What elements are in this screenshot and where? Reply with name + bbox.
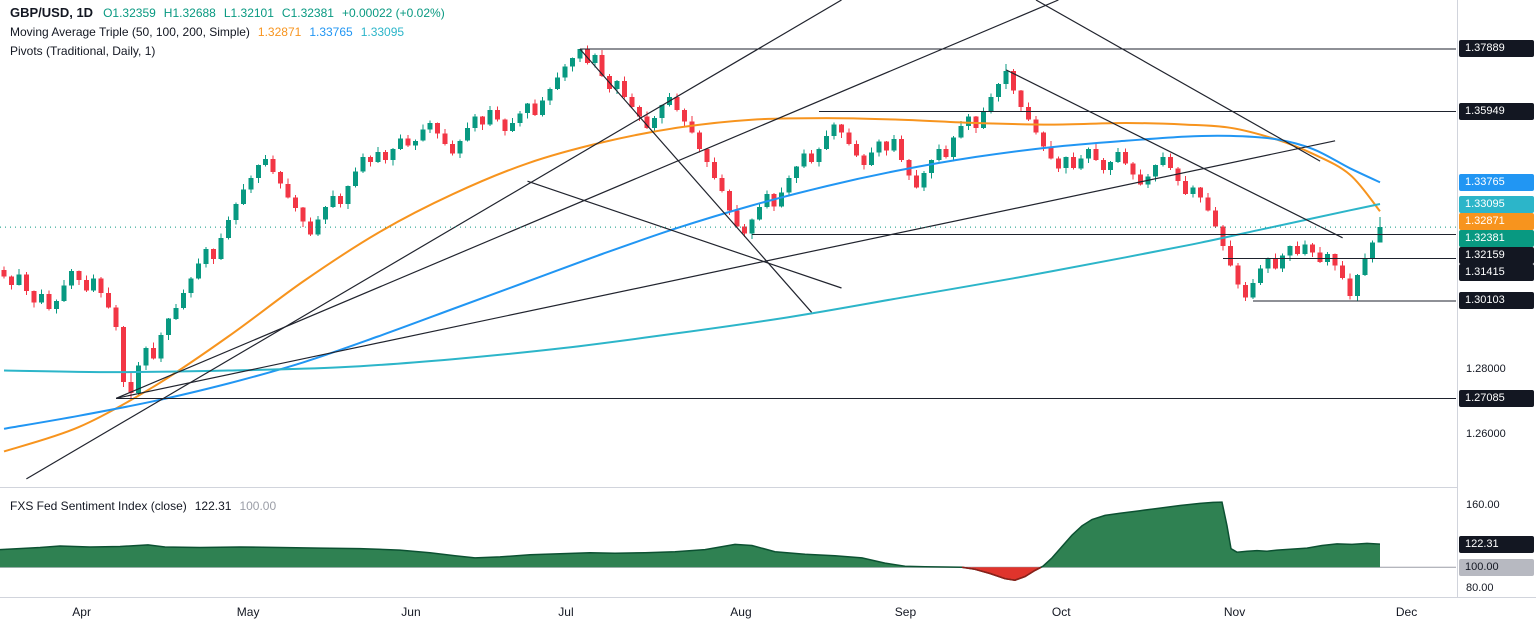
pivots-legend-row[interactable]: Pivots (Traditional, Daily, 1) bbox=[10, 44, 453, 58]
price-badge: 1.31415 bbox=[1459, 263, 1534, 281]
trend-line bbox=[1035, 0, 1321, 162]
sentiment-line-below bbox=[961, 566, 1042, 581]
price-badge: 1.30103 bbox=[1459, 292, 1534, 310]
time-axis-label: May bbox=[236, 605, 260, 619]
price-axis-label: 1.28000 bbox=[1466, 362, 1506, 375]
time-axis-label: Oct bbox=[1051, 605, 1071, 619]
sentiment-line bbox=[0, 501, 1381, 581]
symbol-legend-row[interactable]: GBP/USD, 1D O1.32359 H1.32688 L1.32101 C… bbox=[10, 5, 453, 20]
pivot-lines bbox=[116, 48, 1456, 399]
ma-lines bbox=[3, 117, 1381, 453]
ma-line bbox=[3, 134, 1381, 430]
sentiment-area bbox=[1041, 502, 1380, 568]
sentiment-baseline-param: 100.00 bbox=[239, 499, 277, 513]
ma200-value: 1.33095 bbox=[360, 25, 405, 39]
time-axis-label: Sep bbox=[894, 605, 917, 619]
sentiment-indicator-panel[interactable] bbox=[0, 488, 1456, 597]
change-value: +0.00022 (+0.02%) bbox=[341, 6, 445, 20]
sentiment-legend: FXS Fed Sentiment Index (close) 122.31 1… bbox=[10, 499, 284, 518]
trend-lines bbox=[26, 0, 1343, 480]
trend-line bbox=[527, 180, 842, 289]
price-badge: 122.31 bbox=[1459, 535, 1534, 553]
price-badge: 1.32871 bbox=[1459, 212, 1534, 230]
pivots-indicator-title: Pivots (Traditional, Daily, 1) bbox=[10, 44, 156, 58]
time-axis-label: Nov bbox=[1223, 605, 1246, 619]
price-chart-panel[interactable] bbox=[0, 0, 1456, 487]
ma-indicator-title: Moving Average Triple (50, 100, 200, Sim… bbox=[10, 25, 250, 39]
sentiment-value: 122.31 bbox=[194, 499, 232, 513]
chart-legend: GBP/USD, 1D O1.32359 H1.32688 L1.32101 C… bbox=[10, 5, 453, 63]
price-badge: 1.32381 bbox=[1459, 229, 1534, 247]
ma50-value: 1.32871 bbox=[257, 25, 302, 39]
price-axis-label: 160.00 bbox=[1466, 499, 1500, 511]
price-badge: 1.33095 bbox=[1459, 195, 1534, 213]
price-badge: 1.35949 bbox=[1459, 103, 1534, 121]
ma-legend-row[interactable]: Moving Average Triple (50, 100, 200, Sim… bbox=[10, 25, 453, 39]
price-badge: 1.37889 bbox=[1459, 40, 1534, 58]
trend-line bbox=[579, 48, 813, 313]
price-badge: 1.32159 bbox=[1459, 246, 1534, 264]
price-badge: 100.00 bbox=[1459, 558, 1534, 576]
time-axis-label: Dec bbox=[1395, 605, 1418, 619]
price-axis-label: 80.00 bbox=[1466, 582, 1494, 594]
ohlc-close: C1.32381 bbox=[281, 6, 334, 20]
trend-line bbox=[116, 140, 1336, 399]
ma-line bbox=[3, 117, 1381, 453]
price-badge: 1.27085 bbox=[1459, 390, 1534, 407]
trend-line bbox=[1005, 69, 1343, 239]
time-axis-label: Aug bbox=[730, 605, 752, 619]
sentiment-area bbox=[0, 544, 962, 568]
panel-separator[interactable] bbox=[0, 487, 1536, 488]
candlestick-series bbox=[1, 45, 1383, 399]
ma100-value: 1.33765 bbox=[309, 25, 353, 39]
time-axis[interactable]: Apr May Jun Jul Aug Sep Oct Nov Dec bbox=[0, 597, 1536, 630]
time-axis-label: Jun bbox=[401, 605, 421, 619]
time-axis-label: Apr bbox=[72, 605, 91, 619]
ma-line bbox=[3, 203, 1381, 374]
time-axis-label: Jul bbox=[558, 605, 574, 619]
sentiment-indicator-title: FXS Fed Sentiment Index (close) bbox=[10, 499, 187, 513]
sentiment-legend-row[interactable]: FXS Fed Sentiment Index (close) 122.31 1… bbox=[10, 499, 284, 513]
trend-line bbox=[26, 0, 842, 480]
price-axis[interactable]: 1.28000 1.26000 160.00 80.00 1.37889 1.35949 1… bbox=[1457, 0, 1536, 630]
price-badge: 1.33765 bbox=[1459, 173, 1534, 191]
trend-line bbox=[115, 0, 1059, 399]
ohlc-low: L1.32101 bbox=[223, 6, 274, 20]
price-axis-label: 1.26000 bbox=[1466, 427, 1506, 440]
symbol-title: GBP/USD, 1D bbox=[10, 5, 94, 20]
ohlc-open: O1.32359 bbox=[103, 6, 156, 20]
ohlc-high: H1.32688 bbox=[163, 6, 216, 20]
